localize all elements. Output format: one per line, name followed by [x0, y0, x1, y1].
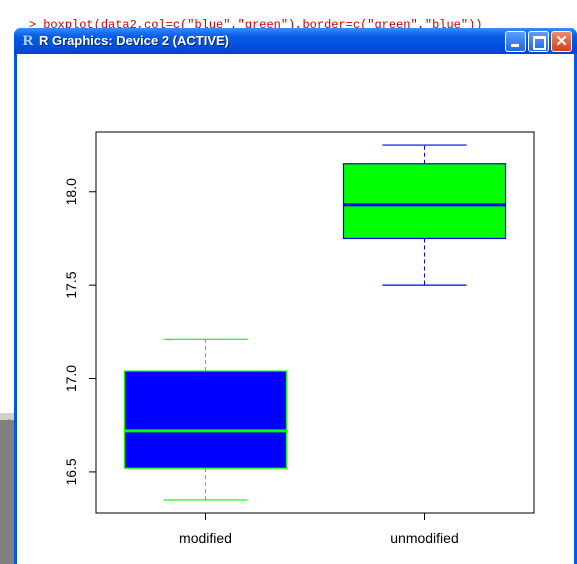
- boxplot-chart: 16.5 17.0 17.5 18.0 modified unmodified: [63, 131, 535, 546]
- plot-canvas: 16.5 17.0 17.5 18.0 modified unmodified: [17, 54, 574, 564]
- close-icon: ✕: [555, 33, 568, 50]
- r-logo-icon: R: [22, 33, 34, 49]
- window-title: R Graphics: Device 2 (ACTIVE): [39, 33, 229, 48]
- console-prompt: >: [28, 18, 37, 32]
- window-titlebar[interactable]: R R Graphics: Device 2 (ACTIVE) ✕: [14, 28, 577, 54]
- y-tick-label: 18.0: [63, 178, 79, 205]
- console-command-line: > boxplot(data2,col=c("blue","green"),bo…: [0, 4, 483, 32]
- y-tick-label: 17.5: [63, 271, 79, 298]
- maximize-button[interactable]: [528, 31, 549, 52]
- graphics-window[interactable]: R R Graphics: Device 2 (ACTIVE) ✕ 16.5 17…: [14, 28, 577, 564]
- x-tick-label: unmodified: [390, 530, 459, 546]
- minimize-button[interactable]: [505, 31, 526, 52]
- box-modified: [123, 370, 288, 469]
- y-tick-label: 16.5: [63, 458, 79, 485]
- minimize-icon: [511, 44, 519, 47]
- console-background-panel: [0, 420, 14, 564]
- close-button[interactable]: ✕: [551, 31, 572, 52]
- maximize-icon: [533, 36, 546, 50]
- x-tick-label: modified: [179, 530, 232, 546]
- box-unmodified: [342, 163, 507, 240]
- y-tick-label: 17.0: [63, 365, 79, 392]
- plot-frame: [95, 131, 535, 514]
